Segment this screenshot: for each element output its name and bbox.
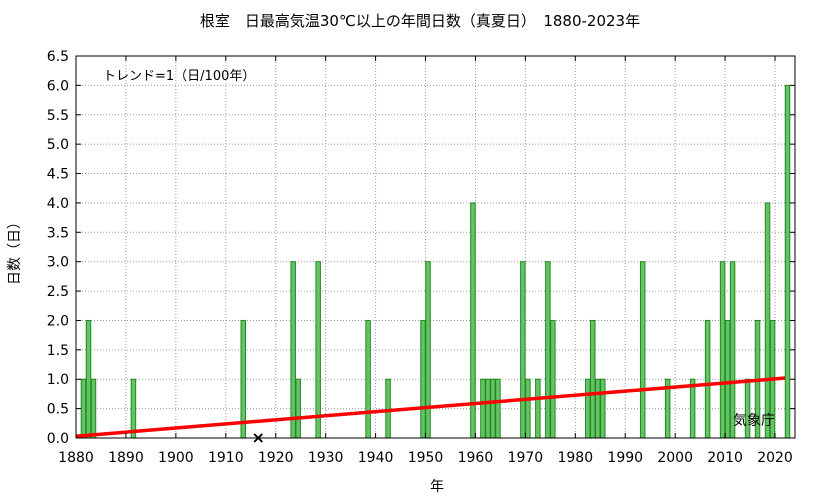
y-tick-label: 1.5: [47, 343, 69, 359]
bar: [690, 379, 694, 438]
bar: [481, 379, 485, 438]
bar: [491, 379, 495, 438]
bar: [526, 379, 530, 438]
y-tick-label: 3.0: [47, 255, 69, 271]
bar: [386, 379, 390, 438]
x-tick-label: 2020: [757, 450, 793, 466]
y-tick-label: 4.0: [47, 196, 69, 212]
plot-frame: [76, 56, 795, 438]
x-tick-label: 1930: [308, 450, 344, 466]
bar: [316, 262, 320, 438]
bar: [546, 262, 550, 438]
bar: [521, 262, 525, 438]
trend-label: トレンド=1（日/100年）: [103, 69, 255, 84]
bar: [366, 320, 370, 438]
grid-lines: [76, 56, 795, 438]
bar: [720, 262, 724, 438]
y-tick-label: 3.5: [47, 225, 69, 241]
bar: [591, 320, 595, 438]
x-tick-label: 2010: [707, 450, 743, 466]
x-tick-label: 1890: [108, 450, 144, 466]
bar: [486, 379, 490, 438]
bar: [86, 320, 90, 438]
bar: [601, 379, 605, 438]
bar: [730, 262, 734, 438]
x-tick-label: 1880: [58, 450, 94, 466]
y-tick-label: 5.5: [47, 108, 69, 124]
x-tick-label: 1950: [408, 450, 444, 466]
bar: [596, 379, 600, 438]
x-tick-label: 1990: [607, 450, 643, 466]
bar: [640, 262, 644, 438]
bar: [785, 85, 789, 438]
bar: [241, 320, 245, 438]
y-tick-label: 0.5: [47, 402, 69, 418]
y-tick-label: 5.0: [47, 137, 69, 153]
source-label: 気象庁: [733, 413, 775, 429]
bar: [496, 379, 500, 438]
bar: [81, 379, 85, 438]
bar: [586, 379, 590, 438]
bar: [131, 379, 135, 438]
x-axis-label: 年: [430, 479, 444, 495]
x-tick-label: 1920: [258, 450, 294, 466]
x-tick-label: 1960: [458, 450, 494, 466]
chart-title: 根室 日最高気温30℃以上の年間日数（真夏日） 1880-2023年: [200, 12, 640, 30]
y-tick-label: 0.0: [47, 431, 69, 447]
y-tick-label: 6.0: [47, 78, 69, 94]
bar: [765, 203, 769, 438]
x-tick-label: 1940: [358, 450, 394, 466]
x-tick-label: 2000: [657, 450, 693, 466]
bar: [745, 379, 749, 438]
bar: [551, 320, 555, 438]
x-tick-label: 1910: [208, 450, 244, 466]
y-tick-label: 2.0: [47, 313, 69, 329]
y-tick-label: 2.5: [47, 284, 69, 300]
bar: [296, 379, 300, 438]
bar: [91, 379, 95, 438]
bar: [426, 262, 430, 438]
x-tick-label: 1980: [557, 450, 593, 466]
y-tick-label: 1.0: [47, 372, 69, 388]
x-tick-label: 1970: [508, 450, 544, 466]
bar: [291, 262, 295, 438]
bar: [421, 320, 425, 438]
bar: [536, 379, 540, 438]
y-tick-label: 6.5: [47, 49, 69, 65]
bar: [705, 320, 709, 438]
x-tick-label: 1900: [158, 450, 194, 466]
y-axis-label: 日数（日）: [7, 215, 23, 285]
y-tick-label: 4.5: [47, 167, 69, 183]
bar: [725, 320, 729, 438]
